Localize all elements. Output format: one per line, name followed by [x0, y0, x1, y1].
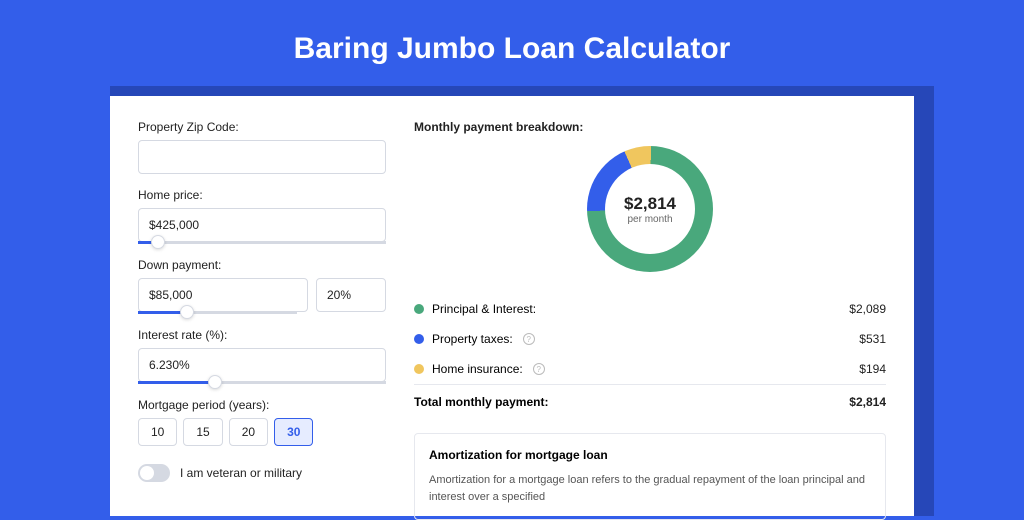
slider-thumb[interactable]: [151, 235, 165, 249]
interest-rate-label: Interest rate (%):: [138, 328, 386, 342]
calculator-card: Property Zip Code: Home price: Down paym…: [110, 96, 914, 516]
amortization-box: Amortization for mortgage loan Amortizat…: [414, 433, 886, 520]
period-option-30[interactable]: 30: [274, 418, 313, 446]
legend-label: Home insurance:: [432, 362, 523, 376]
legend-row: Principal & Interest: $2,089: [414, 294, 886, 324]
home-price-input[interactable]: [138, 208, 386, 242]
donut-center-sub: per month: [627, 214, 672, 225]
donut-center: $2,814 per month: [605, 164, 695, 254]
legend-row: Home insurance:? $194: [414, 354, 886, 384]
veteran-row: I am veteran or military: [138, 464, 386, 482]
period-label: Mortgage period (years):: [138, 398, 386, 412]
veteran-label: I am veteran or military: [180, 466, 302, 480]
donut-chart: $2,814 per month: [587, 146, 713, 272]
legend-dot: [414, 334, 424, 344]
legend: Principal & Interest: $2,089 Property taxe…: [414, 294, 886, 384]
period-group: Mortgage period (years): 10 15 20 30: [138, 398, 386, 446]
period-option-15[interactable]: 15: [183, 418, 222, 446]
page-title: Baring Jumbo Loan Calculator: [0, 0, 1024, 86]
info-icon[interactable]: ?: [523, 333, 535, 345]
amortization-title: Amortization for mortgage loan: [429, 448, 871, 462]
card-shadow: Property Zip Code: Home price: Down paym…: [110, 86, 934, 516]
zip-input[interactable]: [138, 140, 386, 174]
form-column: Property Zip Code: Home price: Down paym…: [138, 120, 386, 492]
down-payment-slider[interactable]: [138, 311, 297, 314]
zip-group: Property Zip Code:: [138, 120, 386, 174]
toggle-thumb: [140, 466, 154, 480]
home-price-slider[interactable]: [138, 241, 386, 244]
amortization-text: Amortization for a mortgage loan refers …: [429, 472, 871, 505]
period-options: 10 15 20 30: [138, 418, 386, 446]
legend-dot: [414, 364, 424, 374]
slider-thumb[interactable]: [208, 375, 222, 389]
down-payment-label: Down payment:: [138, 258, 386, 272]
legend-total-row: Total monthly payment: $2,814: [414, 384, 886, 417]
legend-label: Property taxes:: [432, 332, 513, 346]
zip-label: Property Zip Code:: [138, 120, 386, 134]
down-payment-input[interactable]: [138, 278, 308, 312]
legend-value: $194: [859, 362, 886, 376]
interest-rate-input[interactable]: [138, 348, 386, 382]
legend-value: $2,089: [849, 302, 886, 316]
home-price-label: Home price:: [138, 188, 386, 202]
legend-value: $531: [859, 332, 886, 346]
donut-chart-wrap: $2,814 per month: [414, 146, 886, 272]
breakdown-column: Monthly payment breakdown: $2,814 per mo…: [414, 120, 886, 492]
period-option-10[interactable]: 10: [138, 418, 177, 446]
legend-total-label: Total monthly payment:: [414, 395, 548, 409]
legend-dot: [414, 304, 424, 314]
interest-rate-group: Interest rate (%):: [138, 328, 386, 384]
legend-row: Property taxes:? $531: [414, 324, 886, 354]
slider-thumb[interactable]: [180, 305, 194, 319]
down-payment-group: Down payment:: [138, 258, 386, 314]
info-icon[interactable]: ?: [533, 363, 545, 375]
legend-label: Principal & Interest:: [432, 302, 536, 316]
home-price-group: Home price:: [138, 188, 386, 244]
down-payment-pct-input[interactable]: [316, 278, 386, 312]
period-option-20[interactable]: 20: [229, 418, 268, 446]
interest-rate-slider[interactable]: [138, 381, 386, 384]
donut-center-value: $2,814: [624, 194, 676, 214]
breakdown-title: Monthly payment breakdown:: [414, 120, 886, 134]
veteran-toggle[interactable]: [138, 464, 170, 482]
legend-total-value: $2,814: [849, 395, 886, 409]
